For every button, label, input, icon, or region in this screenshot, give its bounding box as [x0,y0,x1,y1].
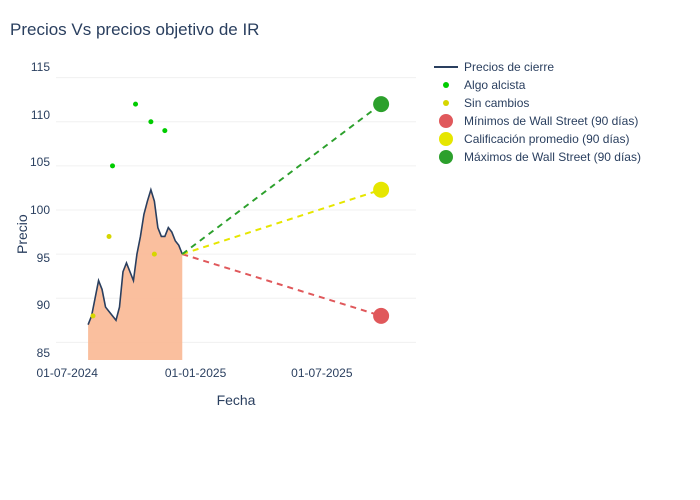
legend-label: Algo alcista [464,78,525,92]
y-tick-label: 110 [30,108,50,122]
x-tick-label: 01-01-2025 [165,366,226,380]
legend-item[interactable]: Máximos de Wall Street (90 días) [432,150,641,164]
legend-item[interactable]: Mínimos de Wall Street (90 días) [432,114,641,128]
legend-label: Calificación promedio (90 días) [464,132,629,146]
y-tick-label: 90 [30,298,50,312]
legend-label: Sin cambios [464,96,529,110]
legend: Precios de cierre Algo alcista Sin cambios… [432,60,641,168]
plot-wrap: Precio 115 110 105 100 95 90 85 01-07-2024 01-0… [10,60,690,408]
x-tick-label: 01-07-2025 [291,366,352,380]
legend-swatch [432,78,460,92]
legend-item[interactable]: Precios de cierre [432,60,641,74]
plot-svg [56,60,416,360]
plot-column: 01-07-202401-01-202501-07-2025 Fecha [56,60,416,408]
legend-label: Máximos de Wall Street (90 días) [464,150,641,164]
y-tick-label: 85 [30,346,50,360]
legend-item[interactable]: Calificación promedio (90 días) [432,132,641,146]
x-tick-label: 01-07-2024 [36,366,97,380]
plot-area [56,60,416,360]
legend-swatch [432,132,460,146]
chart-container: Precios Vs precios objetivo de IR Precio… [0,0,700,500]
legend-swatch [432,60,460,74]
legend-swatch [432,96,460,110]
legend-label: Precios de cierre [464,60,554,74]
y-tick-label: 95 [30,251,50,265]
x-axis-ticks: 01-07-202401-01-202501-07-2025 [56,366,416,384]
plot-and-yticks: 115 110 105 100 95 90 85 01-07-2024 01-01-2025 0… [30,60,416,408]
legend-item[interactable]: Sin cambios [432,96,641,110]
y-tick-label: 115 [30,60,50,74]
chart-title: Precios Vs precios objetivo de IR [10,20,690,40]
legend-swatch [432,114,460,128]
legend-item[interactable]: Algo alcista [432,78,641,92]
x-axis-label: Fecha [56,392,416,408]
legend-swatch [432,150,460,164]
y-tick-label: 105 [30,155,50,169]
y-axis-label: Precio [10,84,30,384]
y-axis-ticks: 115 110 105 100 95 90 85 [30,60,56,360]
legend-label: Mínimos de Wall Street (90 días) [464,114,638,128]
y-tick-label: 100 [30,203,50,217]
